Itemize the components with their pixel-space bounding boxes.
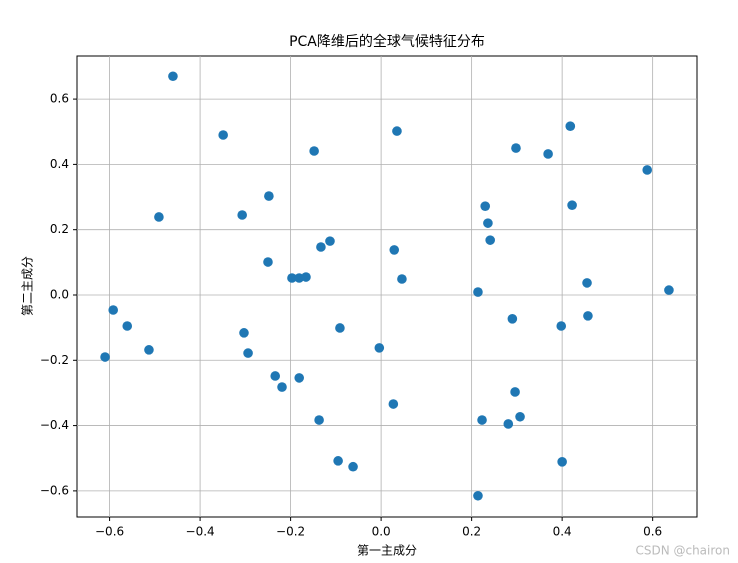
x-tick-label: 0.6 bbox=[643, 525, 662, 539]
y-tick-label: 0.4 bbox=[50, 157, 69, 171]
point bbox=[485, 235, 495, 245]
point bbox=[503, 419, 514, 429]
point bbox=[664, 285, 674, 295]
x-tick-label: −0.4 bbox=[186, 525, 215, 539]
point bbox=[264, 191, 274, 201]
y-tick-label: 0.6 bbox=[50, 92, 69, 106]
point bbox=[270, 371, 281, 381]
point bbox=[582, 278, 592, 288]
point bbox=[511, 143, 521, 153]
point bbox=[294, 373, 305, 383]
plot-frame bbox=[76, 55, 698, 518]
point bbox=[316, 242, 326, 252]
point bbox=[543, 149, 553, 159]
point bbox=[218, 130, 228, 140]
point bbox=[389, 245, 400, 255]
point bbox=[473, 490, 483, 501]
x-tick-label: 0.4 bbox=[553, 525, 572, 539]
x-tick-label: 0.0 bbox=[372, 525, 391, 539]
watermark: CSDN @chairon bbox=[635, 544, 730, 558]
point bbox=[557, 457, 567, 467]
point bbox=[480, 201, 491, 211]
point bbox=[642, 165, 653, 175]
point bbox=[556, 321, 567, 331]
point bbox=[565, 121, 576, 131]
x-tick-label: −0.2 bbox=[276, 525, 305, 539]
point bbox=[567, 200, 577, 211]
point bbox=[348, 461, 358, 472]
point bbox=[277, 382, 287, 392]
point bbox=[122, 321, 133, 331]
point bbox=[473, 287, 483, 297]
point bbox=[237, 210, 247, 220]
y-tick-label: −0.2 bbox=[40, 353, 69, 367]
point bbox=[239, 328, 249, 338]
point bbox=[397, 274, 407, 284]
point bbox=[309, 146, 319, 156]
point bbox=[263, 257, 273, 267]
y-tick-label: −0.4 bbox=[40, 418, 69, 432]
x-tick-label: −0.6 bbox=[95, 525, 124, 539]
x-tick-label: 0.2 bbox=[462, 525, 481, 539]
point bbox=[287, 273, 297, 283]
point bbox=[335, 323, 345, 333]
y-tick-label: −0.6 bbox=[40, 483, 69, 497]
y-axis-label: 第二主成分 bbox=[21, 256, 35, 316]
point bbox=[392, 126, 402, 136]
point bbox=[483, 218, 493, 228]
point bbox=[507, 314, 518, 324]
point bbox=[325, 236, 335, 246]
point bbox=[168, 71, 178, 82]
point bbox=[243, 348, 253, 358]
point bbox=[583, 311, 593, 321]
point bbox=[314, 415, 324, 425]
point bbox=[108, 305, 119, 315]
chart-title: PCA降维后的全球气候特征分布 bbox=[289, 33, 485, 50]
point bbox=[144, 345, 154, 355]
point bbox=[388, 399, 399, 409]
point bbox=[333, 456, 343, 466]
point bbox=[154, 212, 164, 222]
point bbox=[301, 272, 311, 282]
y-tick-label: 0.2 bbox=[50, 222, 69, 236]
point bbox=[477, 415, 487, 425]
point bbox=[515, 411, 525, 422]
point bbox=[374, 343, 385, 353]
x-axis-label: 第一主成分 bbox=[357, 544, 417, 558]
y-tick-label: 0.0 bbox=[50, 287, 69, 301]
point bbox=[510, 387, 520, 397]
point bbox=[100, 352, 110, 362]
